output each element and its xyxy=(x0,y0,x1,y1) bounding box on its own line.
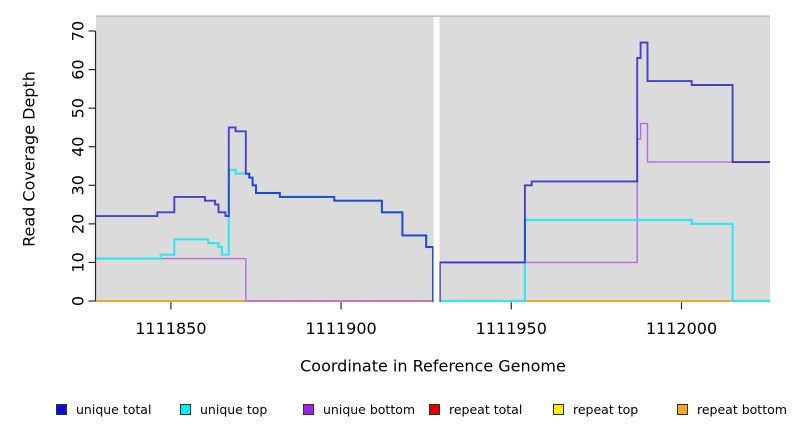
y-tick-label: 50 xyxy=(69,98,88,118)
legend-swatch-icon xyxy=(553,403,564,415)
legend-item-unique-bottom: unique bottom xyxy=(303,400,415,418)
legend-swatch-icon xyxy=(180,403,191,415)
x-tick-label: 1112000 xyxy=(646,319,717,338)
legend-label: unique top xyxy=(200,401,268,417)
x-tick-label: 1111900 xyxy=(305,319,376,338)
y-tick-label: 20 xyxy=(69,214,88,234)
y-tick-label: 30 xyxy=(69,175,88,195)
y-tick-label: 60 xyxy=(69,59,88,79)
y-tick-label: 70 xyxy=(69,21,88,41)
legend-item-unique-top: unique top xyxy=(180,400,267,418)
series-unique-total xyxy=(96,41,770,302)
legend-item-repeat-total: repeat total xyxy=(429,400,522,418)
series-unique-bottom xyxy=(96,122,770,302)
y-axis-title: Read Coverage Depth xyxy=(19,71,39,247)
legend-item-unique-total: unique total xyxy=(56,400,151,418)
legend-swatch-icon xyxy=(429,403,440,415)
legend-label: repeat bottom xyxy=(697,401,787,417)
legend-item-repeat-top: repeat top xyxy=(553,400,638,418)
plot-top-edge xyxy=(96,15,770,17)
legend-item-repeat-bottom: repeat bottom xyxy=(677,400,787,418)
legend-label: repeat total xyxy=(449,401,523,417)
x-tick-label: 1111850 xyxy=(135,319,206,338)
legend-swatch-icon xyxy=(677,403,688,415)
plot-area: 0 10 20 30 40 50 60 70 1111850 1111900 1111950 1112… xyxy=(69,15,770,338)
y-tick-label: 0 xyxy=(69,296,88,306)
legend-swatch-icon xyxy=(303,403,314,415)
legend: unique total unique top unique bottom repea… xyxy=(0,400,792,422)
y-tick-label: 40 xyxy=(69,137,88,157)
legend-swatch-icon xyxy=(56,403,67,415)
x-axis-title: Coordinate in Reference Genome xyxy=(300,356,566,376)
no-coverage-gap xyxy=(433,15,440,302)
y-tick-label: 10 xyxy=(69,252,88,272)
legend-label: unique total xyxy=(76,401,152,417)
legend-label: unique bottom xyxy=(323,401,416,417)
legend-label: repeat top xyxy=(573,401,639,417)
x-tick-label: 1111950 xyxy=(476,319,547,338)
